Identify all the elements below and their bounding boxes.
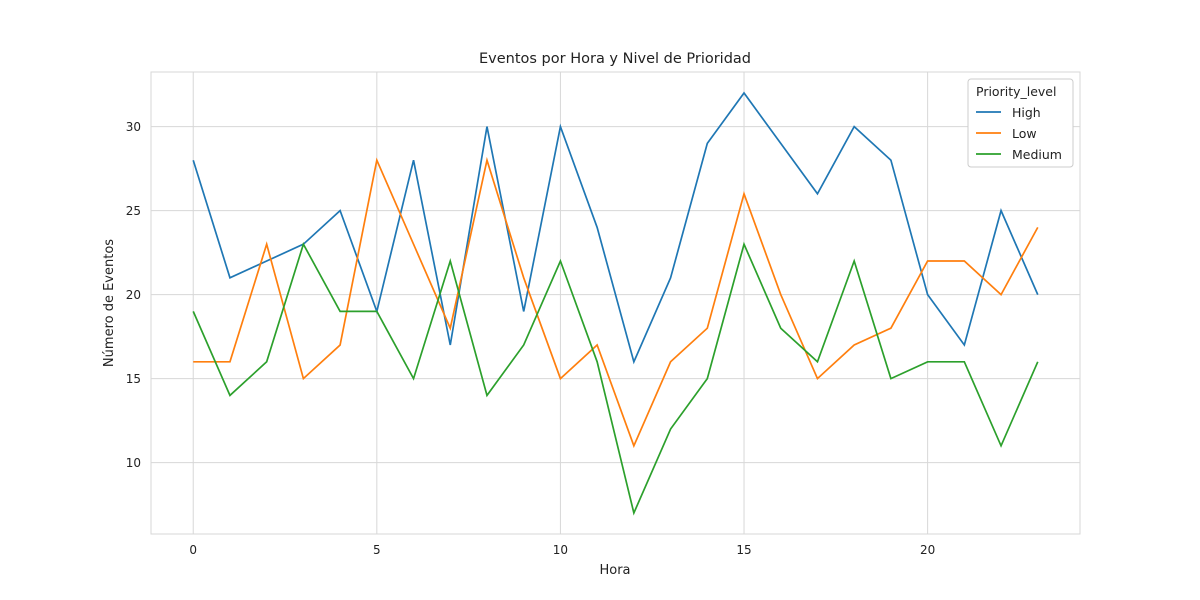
y-tick-label: 20 [126, 288, 141, 302]
series-line-high [192, 91, 1039, 365]
chart-title: Eventos por Hora y Nivel de Prioridad [479, 51, 751, 67]
legend-box [967, 78, 1074, 168]
y-tick-label: 30 [126, 120, 141, 134]
x-tick-label: 0 [189, 543, 197, 557]
x-tick-label: 15 [736, 543, 751, 557]
y-tick-label: 25 [126, 204, 141, 218]
series-line-medium [192, 241, 1039, 516]
x-tick-label: 20 [920, 543, 935, 557]
x-tick-label: 10 [553, 543, 568, 557]
legend-label-low: Low [1012, 126, 1037, 141]
y-tick-label: 15 [126, 372, 141, 386]
legend-label-high: High [1012, 105, 1041, 120]
plot-border [150, 71, 1081, 535]
series-line-low [193, 156, 1039, 449]
ticks-layer: 10 15 20 25 30 0 5 10 15 20 [126, 120, 936, 557]
x-axis-label: Hora [599, 563, 630, 578]
legend-items: High Low Medium [976, 105, 1062, 162]
legend: Priority_level High Low Medium [967, 78, 1074, 168]
legend-title: Priority_level [976, 84, 1056, 99]
x-tick-label: 5 [373, 543, 381, 557]
series-layer [192, 91, 1039, 516]
legend-label-medium: Medium [1012, 147, 1062, 162]
y-tick-label: 10 [126, 456, 141, 470]
y-axis-label: Número de Eventos [102, 239, 117, 367]
